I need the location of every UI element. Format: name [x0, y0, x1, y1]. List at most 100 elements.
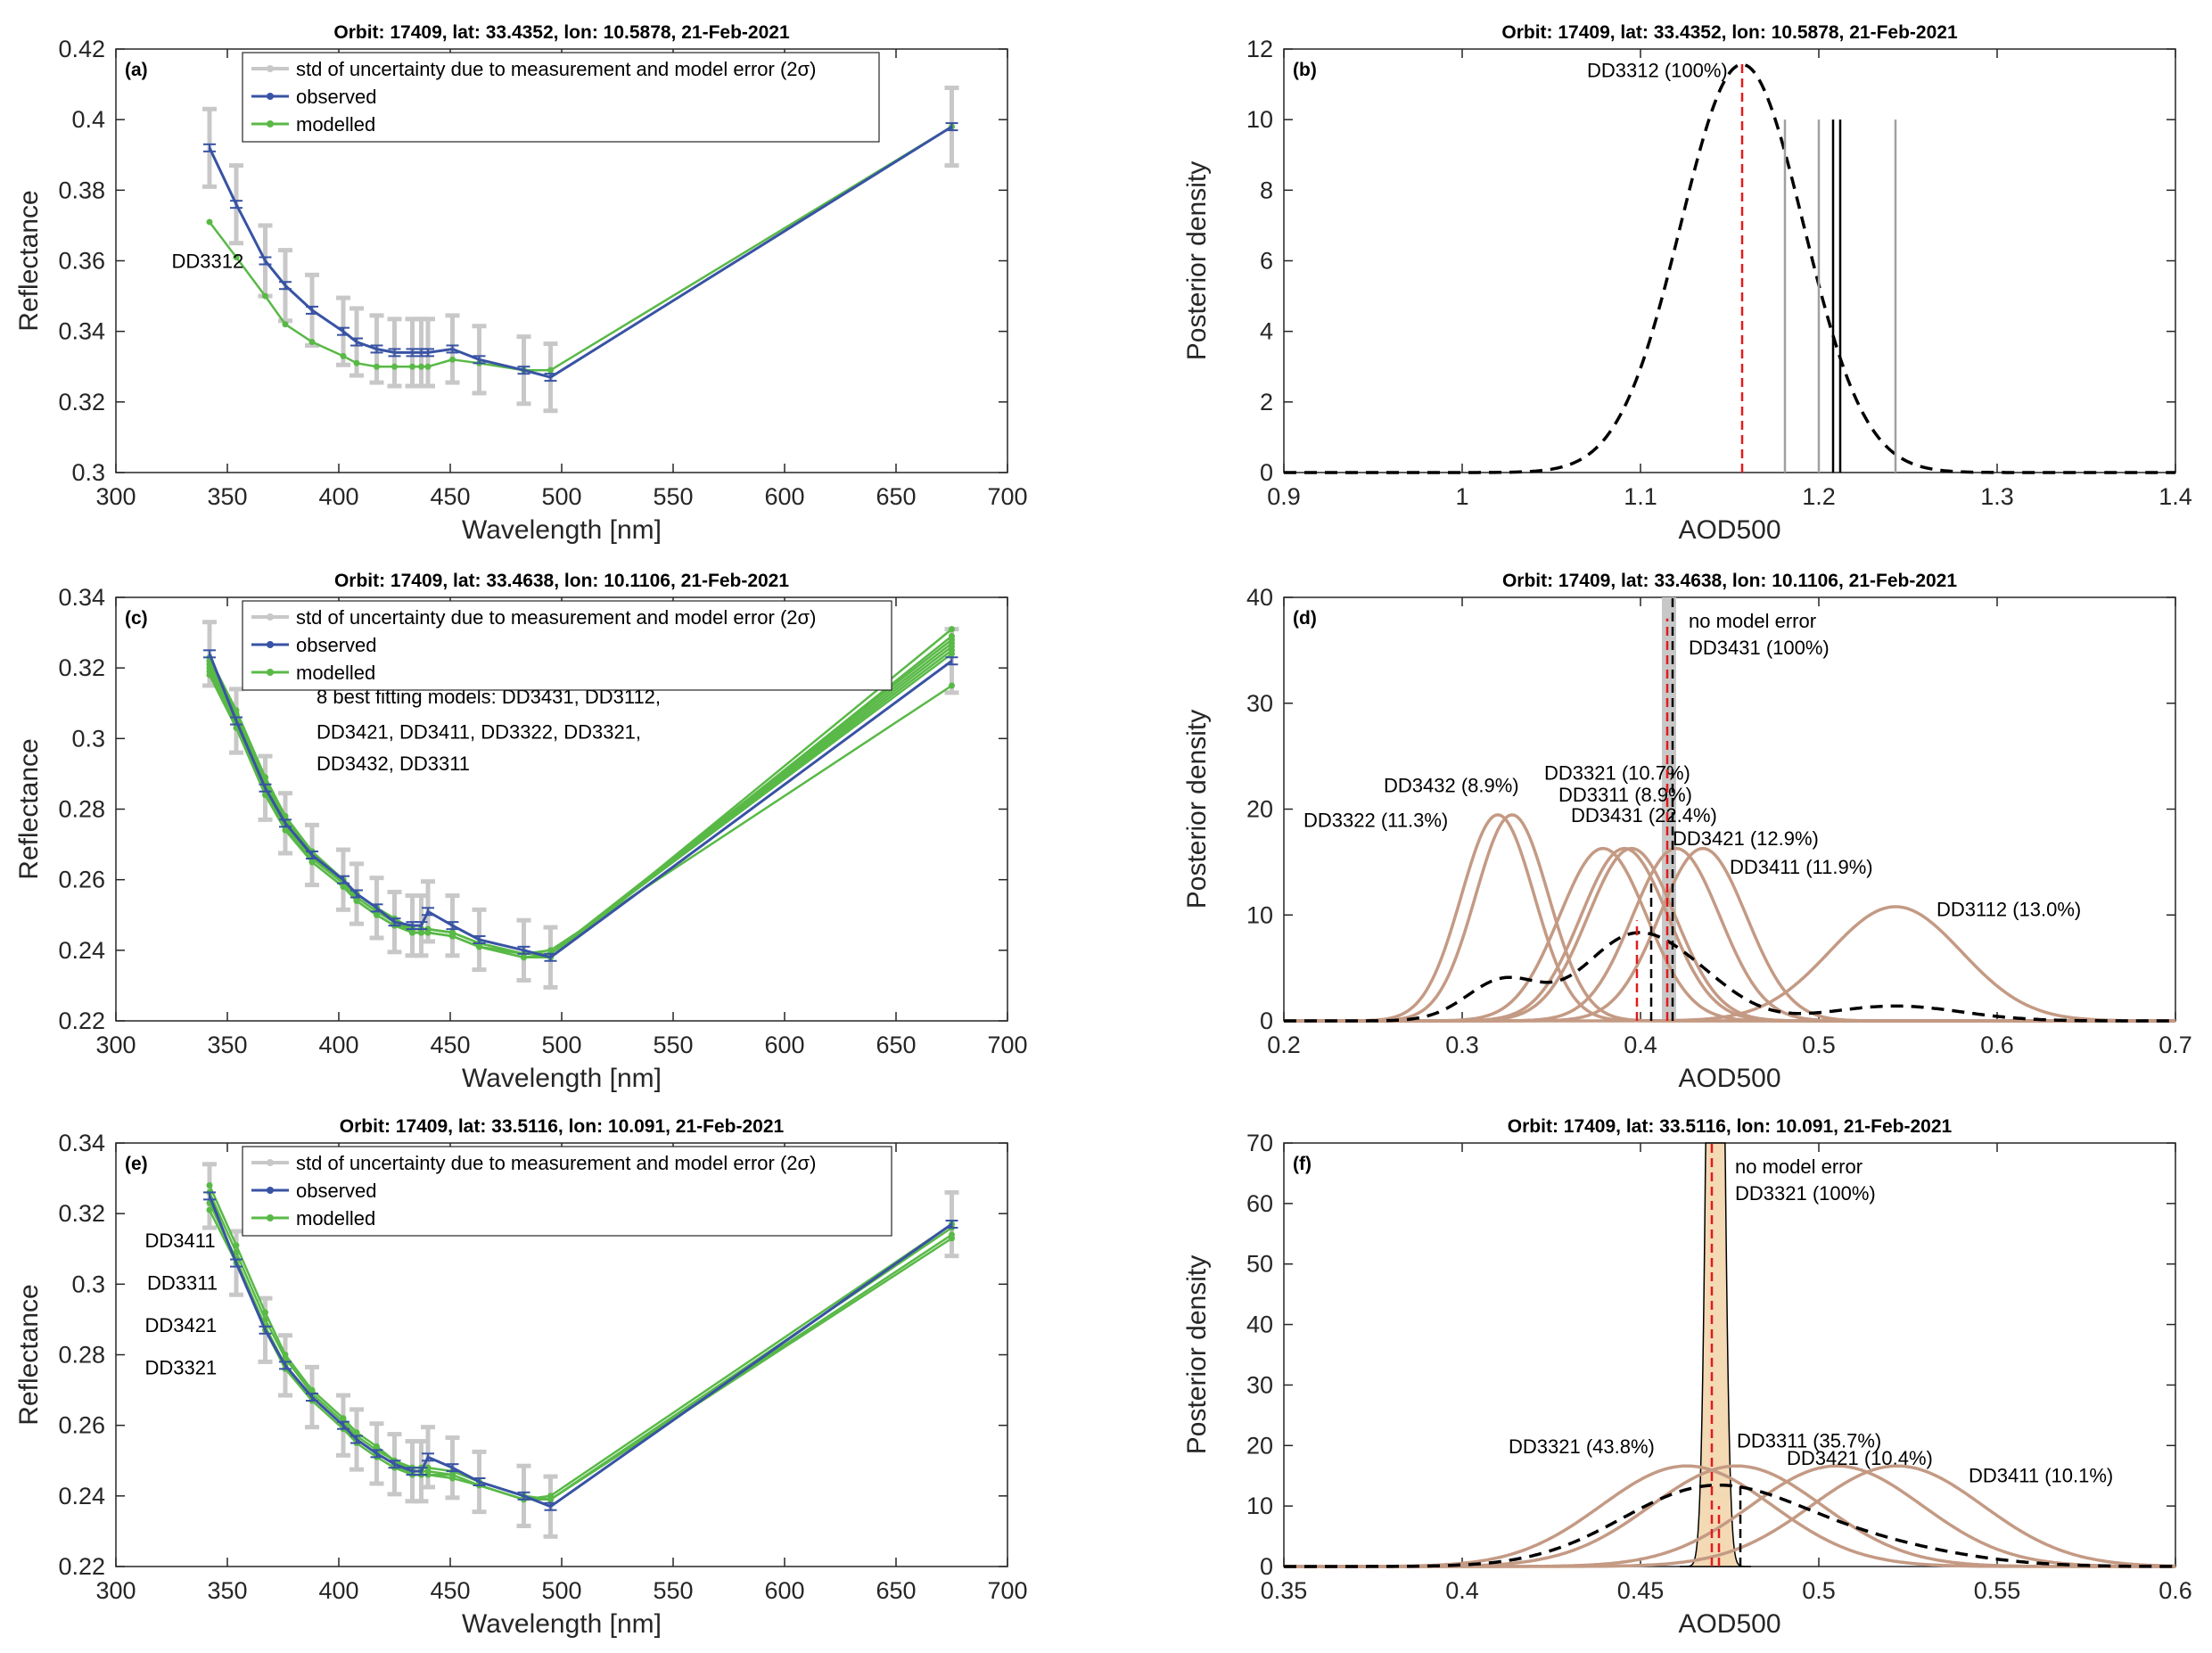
y-tick-label: 0.42 [58, 36, 105, 62]
x-tick-label: 500 [541, 1577, 581, 1604]
modelled-point [262, 292, 268, 300]
x-tick-label: 0.35 [1261, 1577, 1308, 1604]
y-tick-label: 0.26 [58, 867, 105, 893]
modelled-point [949, 639, 955, 646]
annotation: DD3432, DD3311 [317, 752, 470, 775]
panel-label: (c) [125, 608, 148, 629]
panel-d: 0.2 0.3 0.4 0.5 0.6 0.7 0 10 20 30 40 Orbit: 17409,… [1182, 571, 2192, 1093]
y-axis-label: Posterior density [1182, 161, 1212, 360]
x-tick-label: 0.4 [1445, 1577, 1479, 1604]
modelled-point [418, 363, 424, 370]
panel-a: 300 350 400 450 500 550 600 650 700 0.3 0.32 0.34 0.… [14, 22, 1028, 545]
modelled-point [547, 366, 554, 374]
panel-label: (d) [1293, 608, 1317, 629]
y-tick-label: 20 [1246, 1432, 1273, 1459]
axes-box [1283, 48, 2176, 473]
x-axis-label: AOD500 [1678, 1064, 1780, 1093]
modelled-point [206, 1182, 213, 1188]
x-tick-label: 650 [876, 1577, 916, 1604]
x-tick-label: 550 [653, 1032, 693, 1058]
x-tick-label: 0.7 [2159, 1032, 2192, 1058]
legend-box [242, 1146, 892, 1237]
chart-title: Orbit: 17409, lat: 33.4352, lon: 10.5878… [1501, 22, 1958, 43]
modelled-point [949, 1231, 955, 1238]
curve-label: DD3411 (10.1%) [1969, 1465, 2113, 1487]
chart-title: Orbit: 17409, lat: 33.5116, lon: 10.091,… [1508, 1116, 1953, 1137]
panel-label: (b) [1293, 60, 1317, 80]
y-tick-label: 0 [1260, 1553, 1273, 1580]
legend-marker-observed [267, 1187, 274, 1194]
x-tick-label: 1.1 [1624, 483, 1657, 510]
x-tick-label: 600 [764, 483, 804, 510]
curve-label: DD3411 (11.9%) [1730, 856, 1873, 878]
modelled-point [409, 363, 415, 370]
curve-label: DD3321 (43.8%) [1509, 1435, 1655, 1458]
y-tick-label: 0.32 [58, 389, 105, 415]
x-axis-label: Wavelength [nm] [462, 515, 662, 545]
axes-box [1283, 596, 2176, 1022]
y-tick-label: 0.36 [58, 248, 105, 275]
y-tick-label: 0.34 [58, 318, 105, 345]
modelled-point [374, 363, 380, 370]
posterior-curve [1284, 62, 2175, 474]
curve-label: DD3112 (13.0%) [1937, 898, 2081, 920]
x-tick-label: 0.6 [1980, 1032, 2014, 1058]
y-tick-label: 0.26 [58, 1412, 105, 1439]
legend-label-std: std of uncertainty due to measurement an… [296, 58, 816, 80]
y-tick-label: 2 [1260, 389, 1273, 415]
legend-label-std: std of uncertainty due to measurement an… [296, 1152, 816, 1174]
x-tick-label: 1.2 [1802, 483, 1836, 510]
legend-marker-modelled [267, 120, 274, 127]
legend-marker-std [267, 65, 274, 72]
y-tick-label: 0.24 [58, 1483, 105, 1509]
panel-f: 0.35 0.4 0.45 0.5 0.55 0.6 0 10 20 30 40 50 60 70 Orbi… [1182, 1116, 2192, 1639]
x-tick-label: 350 [207, 1032, 247, 1058]
legend-marker-modelled [267, 669, 274, 676]
annotation: DD3321 [145, 1356, 218, 1378]
modelled-point [949, 646, 955, 654]
y-tick-label: 8 [1260, 177, 1273, 203]
modelled-point [233, 1249, 240, 1256]
x-tick-label: 0.2 [1267, 1032, 1301, 1058]
modelled-point [949, 633, 955, 640]
x-axis-label: Wavelength [nm] [462, 1609, 662, 1639]
x-tick-label: 1.3 [1980, 483, 2014, 510]
no-model-error-model-label: DD3321 (100%) [1735, 1182, 1876, 1205]
y-tick-label: 0.3 [71, 459, 105, 486]
x-tick-label: 400 [318, 1577, 358, 1604]
x-tick-label: 350 [207, 483, 247, 510]
y-axis-label: Posterior density [1182, 1255, 1212, 1454]
modelled-point [282, 1354, 289, 1361]
x-tick-label: 350 [207, 1577, 247, 1604]
curve-label: DD3431 (22.4%) [1571, 804, 1717, 826]
curve-label: DD3432 (8.9%) [1384, 775, 1519, 797]
modelled-point [206, 1206, 213, 1213]
x-tick-label: 0.3 [1445, 1032, 1479, 1058]
x-tick-label: 450 [430, 483, 470, 510]
x-tick-label: 300 [95, 483, 136, 510]
x-tick-label: 700 [987, 1032, 1027, 1058]
legend-label-observed: observed [296, 634, 377, 656]
curve-label: DD3321 (10.7%) [1544, 761, 1690, 784]
legend-marker-modelled [267, 1214, 274, 1221]
y-tick-label: 0.24 [58, 937, 105, 964]
x-tick-label: 600 [764, 1032, 804, 1058]
x-tick-label: 550 [653, 1577, 693, 1604]
x-tick-label: 650 [876, 483, 916, 510]
y-tick-label: 30 [1246, 1371, 1273, 1398]
x-tick-label: 0.45 [1617, 1577, 1665, 1604]
modelled-point [424, 925, 432, 933]
x-tick-label: 500 [541, 1032, 581, 1058]
modelled-point [449, 1475, 456, 1482]
y-tick-label: 0.32 [58, 654, 105, 681]
y-tick-label: 10 [1246, 1493, 1273, 1519]
panel-c: 300 350 400 450 500 550 600 650 700 0.22 0.24 0.26 0… [14, 571, 1028, 1093]
y-tick-label: 0.28 [58, 1342, 105, 1369]
x-axis-label: AOD500 [1678, 515, 1780, 545]
x-tick-label: 1 [1455, 483, 1468, 510]
legend-label-observed: observed [296, 1180, 377, 1202]
x-tick-label: 400 [318, 483, 358, 510]
no-model-error-label: no model error [1689, 610, 1816, 632]
x-tick-label: 0.55 [1974, 1577, 2021, 1604]
